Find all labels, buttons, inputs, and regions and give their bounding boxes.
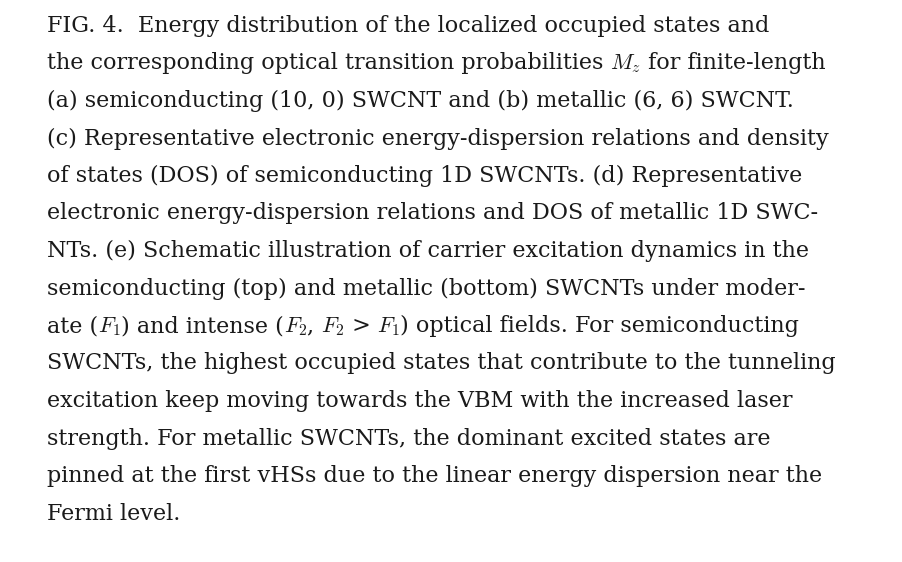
Text: SWCNTs, the highest occupied states that contribute to the tunneling: SWCNTs, the highest occupied states that… — [47, 352, 835, 374]
Text: pinned at the first vHSs due to the linear energy dispersion near the: pinned at the first vHSs due to the line… — [47, 465, 822, 487]
Text: ) optical fields. For semiconducting: ) optical fields. For semiconducting — [400, 315, 799, 337]
Text: (c) Representative electronic energy-dispersion relations and density: (c) Representative electronic energy-dis… — [47, 128, 829, 149]
Text: $F_2$: $F_2$ — [321, 315, 345, 338]
Text: Fermi level.: Fermi level. — [47, 502, 180, 524]
Text: ate (: ate ( — [47, 315, 98, 337]
Text: ) and intense (: ) and intense ( — [121, 315, 284, 337]
Text: NTs. (e) Schematic illustration of carrier excitation dynamics in the: NTs. (e) Schematic illustration of carri… — [47, 240, 809, 262]
Text: semiconducting (top) and metallic (bottom) SWCNTs under moder-: semiconducting (top) and metallic (botto… — [47, 278, 805, 300]
Text: FIG. 4.  Energy distribution of the localized occupied states and: FIG. 4. Energy distribution of the local… — [47, 15, 769, 37]
Text: ,: , — [307, 315, 321, 337]
Text: the corresponding optical transition probabilities: the corresponding optical transition pro… — [47, 52, 611, 75]
Text: electronic energy-dispersion relations and DOS of metallic 1D SWC-: electronic energy-dispersion relations a… — [47, 202, 818, 224]
Text: $F_1$: $F_1$ — [98, 315, 121, 338]
Text: >: > — [345, 315, 377, 337]
Text: strength. For metallic SWCNTs, the dominant excited states are: strength. For metallic SWCNTs, the domin… — [47, 428, 770, 450]
Text: of states (DOS) of semiconducting 1D SWCNTs. (d) Representative: of states (DOS) of semiconducting 1D SWC… — [47, 165, 802, 187]
Text: $F_2$: $F_2$ — [284, 315, 307, 338]
Text: $M_z$: $M_z$ — [611, 52, 641, 75]
Text: for finite-length: for finite-length — [641, 52, 826, 75]
Text: (a) semiconducting (10, 0) SWCNT and (b) metallic (6, 6) SWCNT.: (a) semiconducting (10, 0) SWCNT and (b)… — [47, 90, 794, 112]
Text: excitation keep moving towards the VBM with the increased laser: excitation keep moving towards the VBM w… — [47, 390, 793, 412]
Text: $F_1$: $F_1$ — [377, 315, 400, 338]
